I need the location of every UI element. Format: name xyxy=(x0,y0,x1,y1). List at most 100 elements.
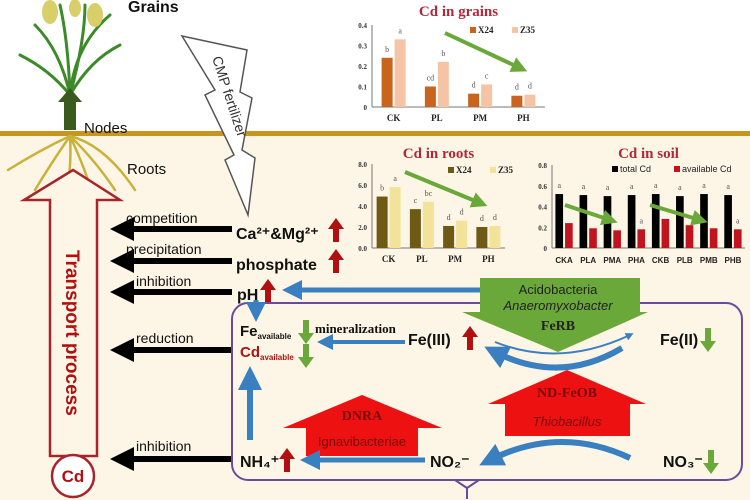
legend-swatch xyxy=(470,27,476,33)
x-tick-label: PL xyxy=(416,254,428,264)
bar xyxy=(394,39,406,107)
bar xyxy=(511,95,523,107)
x-tick-label: CK xyxy=(382,254,396,264)
significance-letter: a xyxy=(639,216,643,225)
bar xyxy=(437,61,449,107)
legend-swatch xyxy=(490,167,496,173)
y-tick-label: 0.1 xyxy=(358,84,367,92)
significance-letter: a xyxy=(654,181,658,190)
increase-arrow-icon xyxy=(279,448,295,472)
x-tick-label: PMB xyxy=(700,256,718,265)
competition-label: competition xyxy=(126,210,198,226)
ph-label: pH xyxy=(237,287,258,304)
significance-letter: d xyxy=(447,213,451,222)
x-tick-label: PHB xyxy=(724,256,741,265)
bar xyxy=(661,218,670,248)
legend-label: Z35 xyxy=(498,165,514,175)
x-tick-label: PLA xyxy=(580,256,596,265)
y-tick-label: 6.0 xyxy=(358,182,367,190)
fe3-label: Fe(III) xyxy=(408,332,451,349)
x-tick-label: CKB xyxy=(652,256,670,265)
soil-surface-line xyxy=(0,131,750,136)
decrease-arrow-icon xyxy=(298,320,314,344)
legend-label: total Cd xyxy=(620,164,651,174)
significance-letter: d xyxy=(515,83,519,92)
significance-letter: a xyxy=(736,216,740,225)
x-tick-label: PL xyxy=(431,113,443,123)
bar xyxy=(733,229,742,248)
chart-title: Cd in grains xyxy=(419,4,498,20)
x-tick-label: CKA xyxy=(555,256,573,265)
y-tick-label: 0.2 xyxy=(358,63,367,71)
nd-feob-arrow xyxy=(488,370,646,436)
x-tick-label: CK xyxy=(387,113,401,123)
cd-circle xyxy=(50,453,96,499)
x-tick-label: PHA xyxy=(628,256,645,265)
legend-swatch xyxy=(448,167,454,173)
decrease-arrow-icon xyxy=(703,450,719,474)
significance-letter: c xyxy=(485,71,489,80)
phosphate-label: phosphate xyxy=(236,257,317,274)
increase-arrow-icon xyxy=(328,249,344,273)
increase-arrow-icon xyxy=(328,218,344,242)
x-tick-label: PH xyxy=(482,254,495,264)
cd-label: Cd xyxy=(62,467,85,486)
ferb-arrow xyxy=(462,278,648,352)
legend-label: X24 xyxy=(478,25,494,35)
significance-letter: a xyxy=(582,182,586,191)
significance-letter: c xyxy=(414,196,418,205)
significance-letter: a xyxy=(398,26,402,35)
significance-letter: a xyxy=(393,174,397,183)
ca-mg-label: Ca²⁺&Mg²⁺ xyxy=(236,226,319,243)
bar xyxy=(724,195,732,248)
y-tick-label: 2.0 xyxy=(358,224,367,232)
legend-swatch xyxy=(512,27,518,33)
bar xyxy=(476,227,488,248)
significance-letter: a xyxy=(606,183,610,192)
bar xyxy=(376,196,388,248)
no2-label: NO₂⁻ xyxy=(430,454,470,471)
grains-label: Grains xyxy=(128,0,179,16)
legend-swatch xyxy=(674,166,680,172)
dnra-line2: Ignavibacteriae xyxy=(318,434,406,449)
bar xyxy=(676,196,684,248)
y-tick-label: 0.8 xyxy=(538,162,547,170)
dnra-line1: DNRA xyxy=(342,409,383,424)
bar xyxy=(468,93,480,107)
bar xyxy=(443,225,455,248)
significance-letter: a xyxy=(726,182,730,191)
bar xyxy=(627,195,636,248)
significance-letter: b xyxy=(441,49,445,58)
bar xyxy=(481,84,493,107)
trend-arrow xyxy=(649,203,708,226)
legend-label: available Cd xyxy=(682,164,732,174)
significance-letter: d xyxy=(460,208,464,217)
x-tick-label: PMA xyxy=(603,256,621,265)
bar xyxy=(709,228,718,248)
significance-letter: a xyxy=(702,181,706,190)
ferb-line2: Anaeromyxobacter xyxy=(502,298,613,313)
roots-label: Roots xyxy=(127,161,166,178)
increase-arrow-icon xyxy=(260,279,276,303)
y-tick-label: 0.6 xyxy=(538,183,547,191)
fe2-label: Fe(II) xyxy=(660,332,698,349)
decrease-arrow-icon xyxy=(700,328,716,352)
bar xyxy=(456,220,468,248)
lightning-bolt-icon xyxy=(180,34,256,218)
charts: Cd in grains00.10.20.30.4CKbaPLcdbPMdcPH… xyxy=(358,4,745,265)
y-tick-label: 0 xyxy=(544,245,548,253)
nh4-label: NH₄⁺ xyxy=(240,454,279,471)
nd-feob-line2: Thiobacillus xyxy=(533,414,602,429)
y-tick-label: 0.4 xyxy=(538,204,547,212)
trend-arrow xyxy=(404,170,488,208)
bar xyxy=(685,225,694,248)
ferb-line3: FeRB xyxy=(541,319,575,334)
significance-letter: d xyxy=(480,214,484,223)
transport-arrow xyxy=(19,168,125,458)
bar xyxy=(565,223,573,248)
y-tick-label: 0.3 xyxy=(358,43,367,51)
no3-to-no2-arrow xyxy=(479,439,632,466)
significance-letter: b xyxy=(385,45,389,54)
inhibition-label-2: inhibition xyxy=(136,438,191,454)
significance-letter: d xyxy=(528,82,532,91)
